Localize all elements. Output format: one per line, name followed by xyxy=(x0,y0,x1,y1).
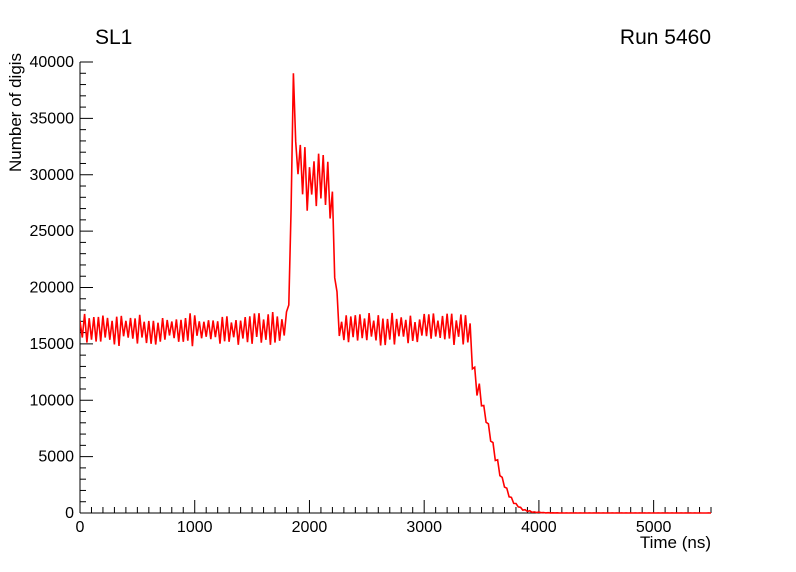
y-tick-label: 20000 xyxy=(30,280,75,297)
chart-title: SL1 xyxy=(95,26,132,49)
y-tick-label: 15000 xyxy=(30,336,75,353)
x-tick-label: 3000 xyxy=(406,519,442,536)
y-tick-label: 40000 xyxy=(30,54,75,71)
x-tick-label: 5000 xyxy=(636,519,672,536)
x-tick-label: 2000 xyxy=(292,519,328,536)
x-tick-label: 1000 xyxy=(177,519,213,536)
y-tick-label: 10000 xyxy=(30,392,75,409)
data-series xyxy=(80,73,712,514)
tick-marks xyxy=(79,61,712,514)
y-tick-label: 0 xyxy=(65,505,74,522)
x-axis-title: Time (ns) xyxy=(640,533,711,552)
axes xyxy=(79,62,711,514)
x-tick-label: 4000 xyxy=(521,519,557,536)
run-number-label: Run 5460 xyxy=(620,26,711,49)
y-tick-label: 30000 xyxy=(30,167,75,184)
x-tick-label: 0 xyxy=(76,519,85,536)
y-tick-label: 5000 xyxy=(38,449,74,466)
y-tick-label: 35000 xyxy=(30,110,75,127)
tick-labels: 0 1000 2000 3000 4000 5000 0 5000 10000 15000 2000… xyxy=(30,54,672,536)
y-axis-title: Number of digis xyxy=(6,53,25,172)
y-tick-label: 25000 xyxy=(30,223,75,240)
series-line xyxy=(80,73,712,514)
